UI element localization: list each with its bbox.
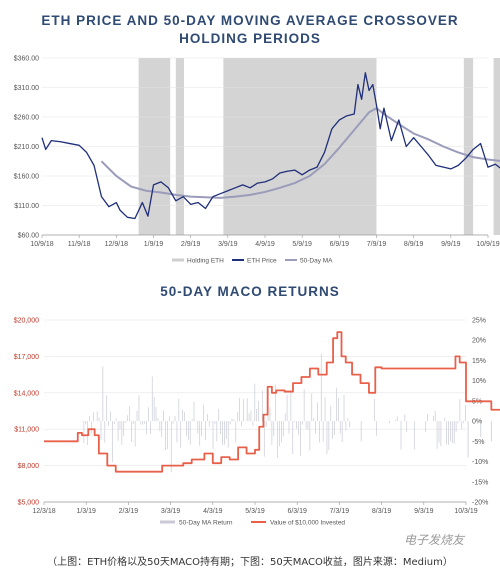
legend-50-day-ma: 50-Day MA xyxy=(300,258,333,265)
y-tick-label-right: 15% xyxy=(472,358,486,365)
x-tick-label: 2/9/19 xyxy=(181,241,201,248)
y-tick-label: $260.00 xyxy=(14,115,39,122)
x-tick-label: 8/9/19 xyxy=(404,241,424,248)
x-tick-label: 7/3/19 xyxy=(330,508,350,515)
watermark-logo: 电子发烧友 xyxy=(404,533,465,547)
x-tick-label: 12/9/18 xyxy=(105,241,128,248)
y-tick-label-right: -15% xyxy=(472,479,488,486)
y-tick-label-left: $11,000 xyxy=(14,427,39,434)
y-tick-label-right: 0% xyxy=(472,419,482,426)
y-tick-label-right: 5% xyxy=(472,398,482,405)
y-tick-label-right: -5% xyxy=(472,439,484,446)
x-tick-label: 5/9/19 xyxy=(292,241,312,248)
holding-period-band xyxy=(493,58,500,235)
y-tick-label-left: $8,000 xyxy=(18,463,40,470)
x-tick-label: 4/9/19 xyxy=(255,241,275,248)
x-tick-label: 9/3/19 xyxy=(414,508,434,515)
y-tick-label-right: 20% xyxy=(472,338,486,345)
x-tick-label: 10/3/19 xyxy=(454,508,477,515)
x-tick-label: 8/3/19 xyxy=(372,508,392,515)
x-tick-label: 10/9/19 xyxy=(476,241,499,248)
y-tick-label: $60.00 xyxy=(18,233,40,240)
chart-title-maco-returns: 50-DAY MACO RETURNS xyxy=(160,284,340,299)
x-tick-label: 6/9/19 xyxy=(330,241,350,248)
y-tick-label: $110.00 xyxy=(14,203,39,210)
y-tick-label-right: -20% xyxy=(472,500,488,507)
x-tick-label: 1/9/19 xyxy=(144,241,164,248)
y-tick-label: $310.00 xyxy=(14,85,39,92)
x-tick-label: 5/3/19 xyxy=(245,508,265,515)
legend-value-invested: Value of $10,000 Invested xyxy=(270,520,345,527)
y-tick-label-left: $5,000 xyxy=(18,500,40,507)
chart-title-eth-price: ETH PRICE AND 50-DAY MOVING AVERAGE CROS… xyxy=(0,12,500,48)
y-tick-label-right: 25% xyxy=(472,318,486,325)
chart-title-line: ETH PRICE AND 50-DAY MOVING AVERAGE CROS… xyxy=(41,13,459,28)
y-tick-label: $160.00 xyxy=(14,174,39,181)
x-tick-label: 3/9/19 xyxy=(218,241,238,248)
y-tick-label: $360.00 xyxy=(14,56,39,63)
x-tick-label: 9/9/19 xyxy=(441,241,461,248)
x-tick-label: 1/3/19 xyxy=(76,508,96,515)
x-tick-label: 6/3/19 xyxy=(287,508,307,515)
series-line-50-day-ma xyxy=(100,106,500,199)
y-tick-label-right: -10% xyxy=(472,459,488,466)
x-tick-label: 7/9/19 xyxy=(367,241,387,248)
x-tick-label: 11/9/18 xyxy=(68,241,91,248)
y-tick-label: $210.00 xyxy=(14,144,39,151)
x-tick-label: 4/3/19 xyxy=(203,508,223,515)
legend-50-day-ma-return: 50-Day MA Return xyxy=(179,520,233,527)
figure-caption: （上图：ETH价格以及50天MACO持有期；下图：50天MACO收益，图片来源：… xyxy=(47,557,453,568)
series-line-eth-price xyxy=(41,72,500,220)
legend-holding-eth: Holding ETH xyxy=(187,258,224,265)
y-tick-label-left: $20,000 xyxy=(14,318,39,325)
y-tick-label-left: $17,000 xyxy=(14,354,39,361)
x-tick-label: 12/3/18 xyxy=(32,508,55,515)
x-tick-label: 10/9/18 xyxy=(30,241,53,248)
y-tick-label-right: 10% xyxy=(472,378,486,385)
legend-eth-price: ETH Price xyxy=(247,258,277,265)
chart-title-line: HOLDING PERIODS xyxy=(179,31,321,46)
x-tick-label: 2/3/19 xyxy=(119,508,139,515)
series-line-value-invested xyxy=(44,331,500,473)
eth-price-chart: $60.00 $110.00 $160.00 $210.00 $260.00 $310.0… xyxy=(14,56,500,265)
x-tick-label: 3/3/19 xyxy=(161,508,181,515)
y-tick-label-left: $14,000 xyxy=(14,390,39,397)
